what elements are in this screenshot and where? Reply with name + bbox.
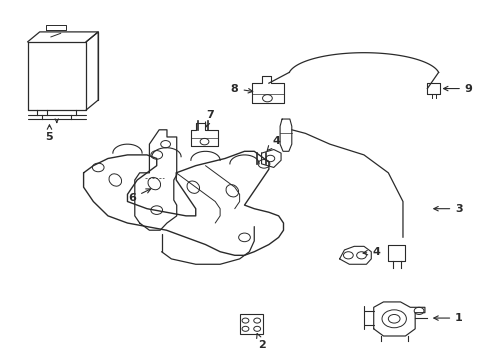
Text: 2: 2 bbox=[256, 334, 265, 350]
Text: 4: 4 bbox=[266, 136, 280, 150]
Text: 3: 3 bbox=[433, 204, 462, 214]
Text: 9: 9 bbox=[443, 84, 472, 94]
Text: 5: 5 bbox=[45, 125, 53, 142]
Text: 6: 6 bbox=[128, 189, 150, 203]
Text: 7: 7 bbox=[205, 111, 214, 127]
Text: 4: 4 bbox=[363, 247, 379, 257]
Bar bbox=[239, 315, 263, 334]
Text: 1: 1 bbox=[433, 313, 462, 323]
Text: 8: 8 bbox=[230, 84, 252, 94]
